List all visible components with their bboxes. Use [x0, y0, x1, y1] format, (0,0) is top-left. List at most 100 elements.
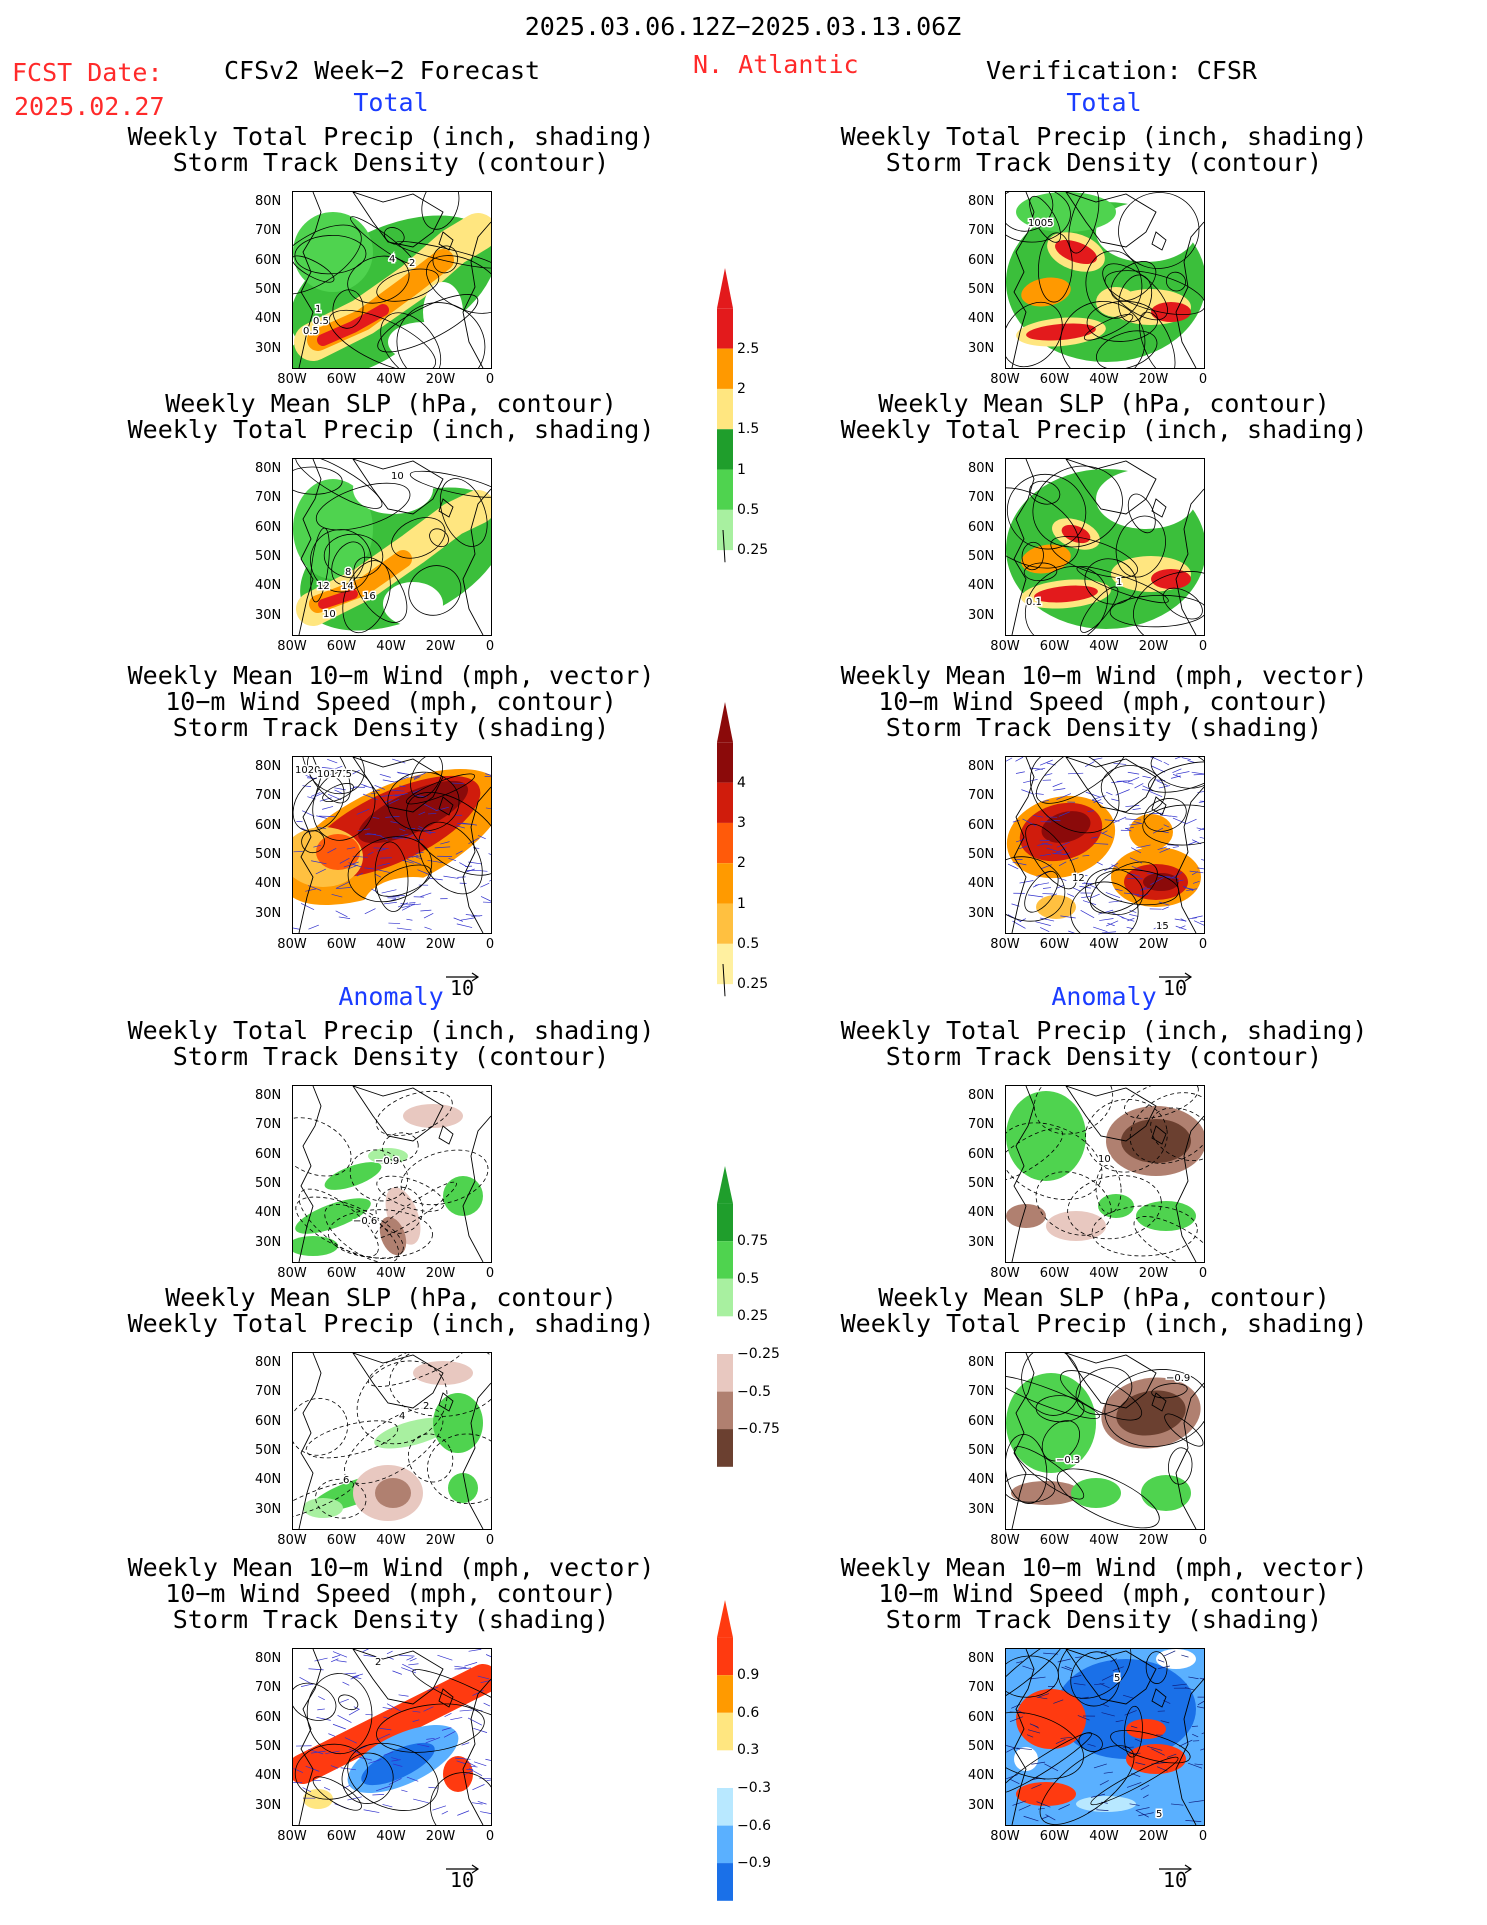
map-panel: 10	[1005, 1085, 1205, 1263]
lat-tick-label: 60N	[255, 1146, 282, 1162]
contour-label: 5	[1114, 1673, 1120, 1684]
colorbar-tick-label: 0.3	[737, 1742, 760, 1759]
lat-tick-label: 40N	[968, 1768, 995, 1784]
lat-tick-label: 70N	[968, 1680, 995, 1696]
lat-tick-label: 80N	[255, 461, 282, 476]
lat-tick-label: 30N	[255, 1234, 282, 1250]
lon-tick-label: 0	[1198, 1266, 1208, 1281]
panel-title-line: Storm Track Density (contour)	[885, 148, 1323, 177]
lat-tick-label: 50N	[968, 281, 995, 297]
map-field: 12 15	[1006, 757, 1204, 933]
panel-title-line: Storm Track Density (contour)	[885, 1042, 1323, 1071]
contour-label: −0.3	[1056, 1455, 1080, 1466]
lon-tick-label: 80W	[277, 1829, 307, 1844]
lon-tick-label: 60W	[1039, 1533, 1070, 1548]
contour-label: 10	[1098, 1154, 1111, 1165]
colorbar-tick-label: 0.5	[737, 935, 760, 952]
contour-label: 0.5	[313, 316, 329, 327]
contour-label: 1005	[1028, 218, 1053, 229]
lon-tick-label: 60W	[326, 1533, 357, 1548]
panel-title-line: Storm Track Density (shading)	[885, 713, 1323, 742]
colorbar-tick-label: 0.5	[737, 501, 760, 518]
map-panel: 1020 1017.5	[292, 756, 492, 934]
lat-tick-label: 50N	[255, 1738, 282, 1754]
colorbar-tick-label: 3	[737, 814, 746, 831]
lon-tick-label: 60W	[1039, 639, 1070, 654]
lat-tick-label: 80N	[968, 1651, 995, 1666]
map-panel: −0.9 −0.6	[292, 1085, 492, 1263]
contour-label: −0.9	[1166, 1373, 1190, 1384]
contour-label: 14	[341, 581, 354, 592]
colorbar-tick-label: 2.5	[737, 340, 760, 357]
panel-title-line: Weekly Total Precip (inch, shading)	[840, 1309, 1368, 1338]
lat-tick-label: 30N	[255, 607, 282, 623]
lon-tick-label: 0	[485, 937, 495, 952]
section-anomaly-left: Anomaly	[338, 982, 444, 1011]
lat-tick-label: 50N	[968, 846, 995, 862]
lat-tick-label: 70N	[255, 1117, 282, 1133]
contour-label: 6	[343, 1475, 349, 1486]
lat-tick-label: 70N	[255, 1680, 282, 1696]
lon-tick-label: 0	[1198, 937, 1208, 952]
colorbar-tick-label: 2	[737, 380, 746, 397]
panel-title-line: Weekly Total Precip (inch, shading)	[127, 1016, 655, 1045]
contour-label: 4	[389, 254, 395, 265]
lat-tick-label: 30N	[255, 1501, 282, 1517]
panel-title-line: Storm Track Density (contour)	[172, 1042, 610, 1071]
map-panel: 2 4 6	[292, 1352, 492, 1530]
lat-tick-label: 50N	[968, 1738, 995, 1754]
lon-tick-label: 60W	[326, 372, 357, 387]
lon-tick-label: 20W	[425, 937, 456, 952]
model-title: CFSv2 Week−2 Forecast	[224, 56, 541, 85]
panel-title-line: Weekly Total Precip (inch, shading)	[840, 1016, 1368, 1045]
lat-tick-label: 60N	[255, 519, 282, 535]
lat-tick-label: 40N	[968, 1205, 995, 1221]
lat-tick-label: 50N	[255, 281, 282, 297]
contour-label: 10	[391, 471, 404, 482]
panel-title-line: Weekly Total Precip (inch, shading)	[840, 415, 1368, 444]
contour-label: 8	[345, 567, 351, 578]
lat-tick-label: 40N	[968, 311, 995, 327]
contour-label: 2	[423, 1401, 429, 1412]
section-anomaly-right: Anomaly	[1051, 982, 1157, 1011]
lat-tick-label: 70N	[255, 788, 282, 804]
vector-reference-arrow	[1157, 968, 1197, 982]
lon-tick-label: 40W	[376, 937, 406, 952]
lon-tick-label: 80W	[990, 1829, 1020, 1844]
lat-tick-label: 30N	[255, 1797, 282, 1813]
lon-tick-label: 20W	[425, 1829, 456, 1844]
map-panel: 1 0.1	[1005, 458, 1205, 636]
panel-title-line: Weekly Mean 10−m Wind (mph, vector)	[840, 1553, 1368, 1582]
verification-title: Verification: CFSR	[986, 56, 1257, 85]
contour-label: 1	[315, 304, 321, 315]
lon-tick-label: 60W	[326, 1266, 357, 1281]
lat-tick-label: 70N	[255, 1384, 282, 1400]
colorbar-tick-label: 2	[737, 855, 746, 872]
contour-label: 12	[317, 581, 330, 592]
lon-tick-label: 0	[485, 1266, 495, 1281]
contour-label: 15	[1156, 921, 1169, 932]
colorbar-tick-label: 0.9	[737, 1667, 760, 1684]
lon-tick-label: 40W	[1089, 1533, 1119, 1548]
lat-tick-label: 40N	[255, 1472, 282, 1488]
contour-label: 5	[1156, 1809, 1162, 1820]
colorbar-anom_storm: 0.9 0.6 0.3 −0.3 −0.6 −0.9	[715, 1600, 805, 1901]
lat-tick-label: 50N	[255, 846, 282, 862]
lon-tick-label: 60W	[326, 1829, 357, 1844]
panel-title-line: Storm Track Density (shading)	[172, 713, 610, 742]
contour-label: 12	[1072, 873, 1085, 884]
date-range-title: 2025.03.06.12Z−2025.03.13.06Z	[524, 12, 962, 41]
lat-tick-label: 80N	[255, 194, 282, 209]
panel-title-line: Storm Track Density (contour)	[172, 148, 610, 177]
lat-tick-label: 40N	[968, 876, 995, 892]
contour-label: 1017.5	[317, 769, 352, 780]
lat-tick-label: 30N	[968, 1501, 995, 1517]
lon-tick-label: 40W	[376, 1266, 406, 1281]
lat-tick-label: 40N	[255, 311, 282, 327]
vector-reference-arrow	[1157, 1860, 1197, 1874]
colorbar-anom_precip: 0.75 0.5 0.25 −0.25 −0.5 −0.75	[715, 1166, 805, 1467]
lat-tick-label: 80N	[968, 759, 995, 774]
colorbar-tick-label: 1.5	[737, 421, 760, 438]
lon-tick-label: 20W	[425, 372, 456, 387]
section-total-right: Total	[1066, 88, 1142, 117]
